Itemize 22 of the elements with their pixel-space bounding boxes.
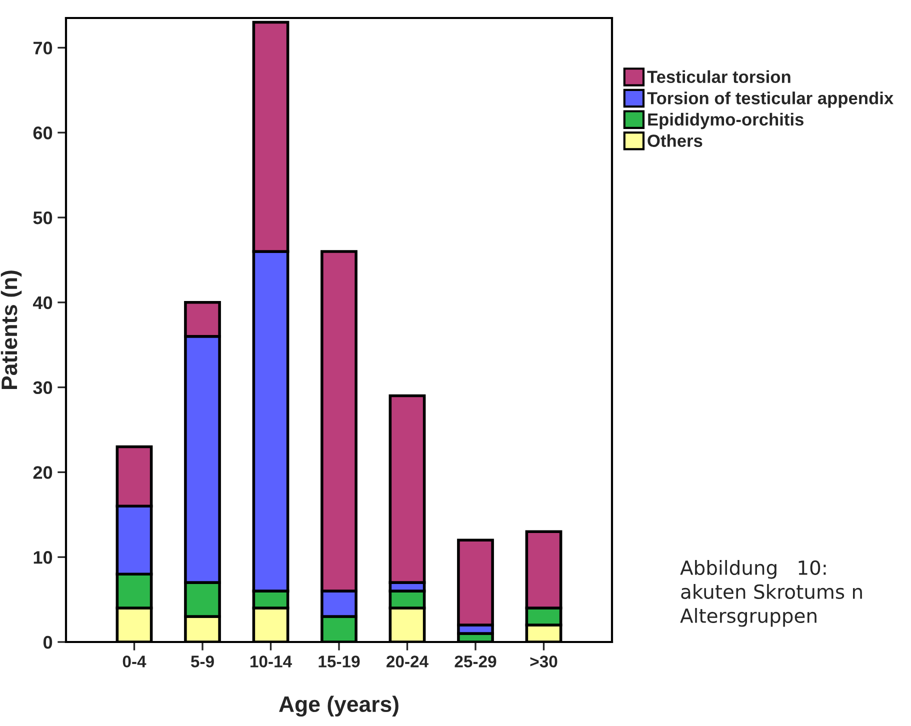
y-tick-label: 40: [33, 296, 52, 310]
y-tick-label: 0: [43, 636, 52, 649]
x-tick-label: 20-24: [386, 656, 428, 668]
y-tick-label: 70: [34, 42, 52, 54]
x-tick-label: 10-14: [250, 656, 292, 668]
y-axis-title: Patients (n): [0, 270, 22, 390]
text: Abbildung 10: akuten Skrotums n Altersgruppen: [680, 560, 862, 627]
legend-label: Testicular torsion: [647, 70, 790, 84]
x-tick-label: 15-19: [318, 656, 360, 668]
legend-label: Epididymo-orchitis: [648, 112, 804, 130]
x-axis-title: Age (years): [279, 696, 398, 717]
legend-label: Others: [648, 134, 702, 147]
x-tick-label: 25-29: [454, 656, 496, 668]
y-tick-label: 10: [34, 551, 52, 564]
x-tick-label: >30: [530, 656, 558, 668]
x-tick-label: 0-4: [122, 656, 146, 668]
y-tick-label: 50: [33, 211, 52, 224]
x-tick-label: 5-9: [190, 656, 214, 668]
y-tick-label: 20: [33, 466, 52, 479]
y-tick-label: 60: [33, 126, 52, 140]
legend-label: Torsion of testicular appendix: [647, 92, 894, 108]
y-tick-label: 30: [33, 381, 52, 394]
